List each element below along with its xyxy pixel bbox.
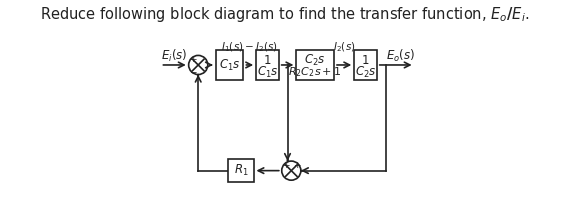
Text: $C_2s$: $C_2s$ xyxy=(304,53,326,68)
Text: Reduce following block diagram to find the transfer function, $\boldsymbol{E_o/E: Reduce following block diagram to find t… xyxy=(40,5,530,24)
Bar xyxy=(229,159,254,182)
Text: $C_2s$: $C_2s$ xyxy=(355,65,376,80)
Text: +: + xyxy=(189,55,197,64)
Text: $1$: $1$ xyxy=(361,54,370,67)
Text: $C_1s$: $C_1s$ xyxy=(219,57,241,73)
Text: $1$: $1$ xyxy=(263,54,271,67)
Text: +: + xyxy=(293,161,300,170)
Bar xyxy=(216,50,243,80)
Text: +: + xyxy=(282,161,290,170)
Bar xyxy=(296,50,334,80)
Circle shape xyxy=(282,161,301,180)
Text: $-$: $-$ xyxy=(189,67,197,76)
Circle shape xyxy=(189,55,208,75)
Text: $R_1$: $R_1$ xyxy=(234,163,249,178)
Text: $R_2C_2s+1$: $R_2C_2s+1$ xyxy=(288,65,342,79)
Bar xyxy=(354,50,377,80)
Bar xyxy=(256,50,279,80)
Text: $I_2(s)$: $I_2(s)$ xyxy=(333,40,355,54)
Text: $E_i(s)$: $E_i(s)$ xyxy=(161,48,188,64)
Text: $C_1s$: $C_1s$ xyxy=(256,65,278,80)
Text: $I_1(s) - I_2(s)$: $I_1(s) - I_2(s)$ xyxy=(221,40,278,54)
Text: $E_o(s)$: $E_o(s)$ xyxy=(386,48,415,64)
